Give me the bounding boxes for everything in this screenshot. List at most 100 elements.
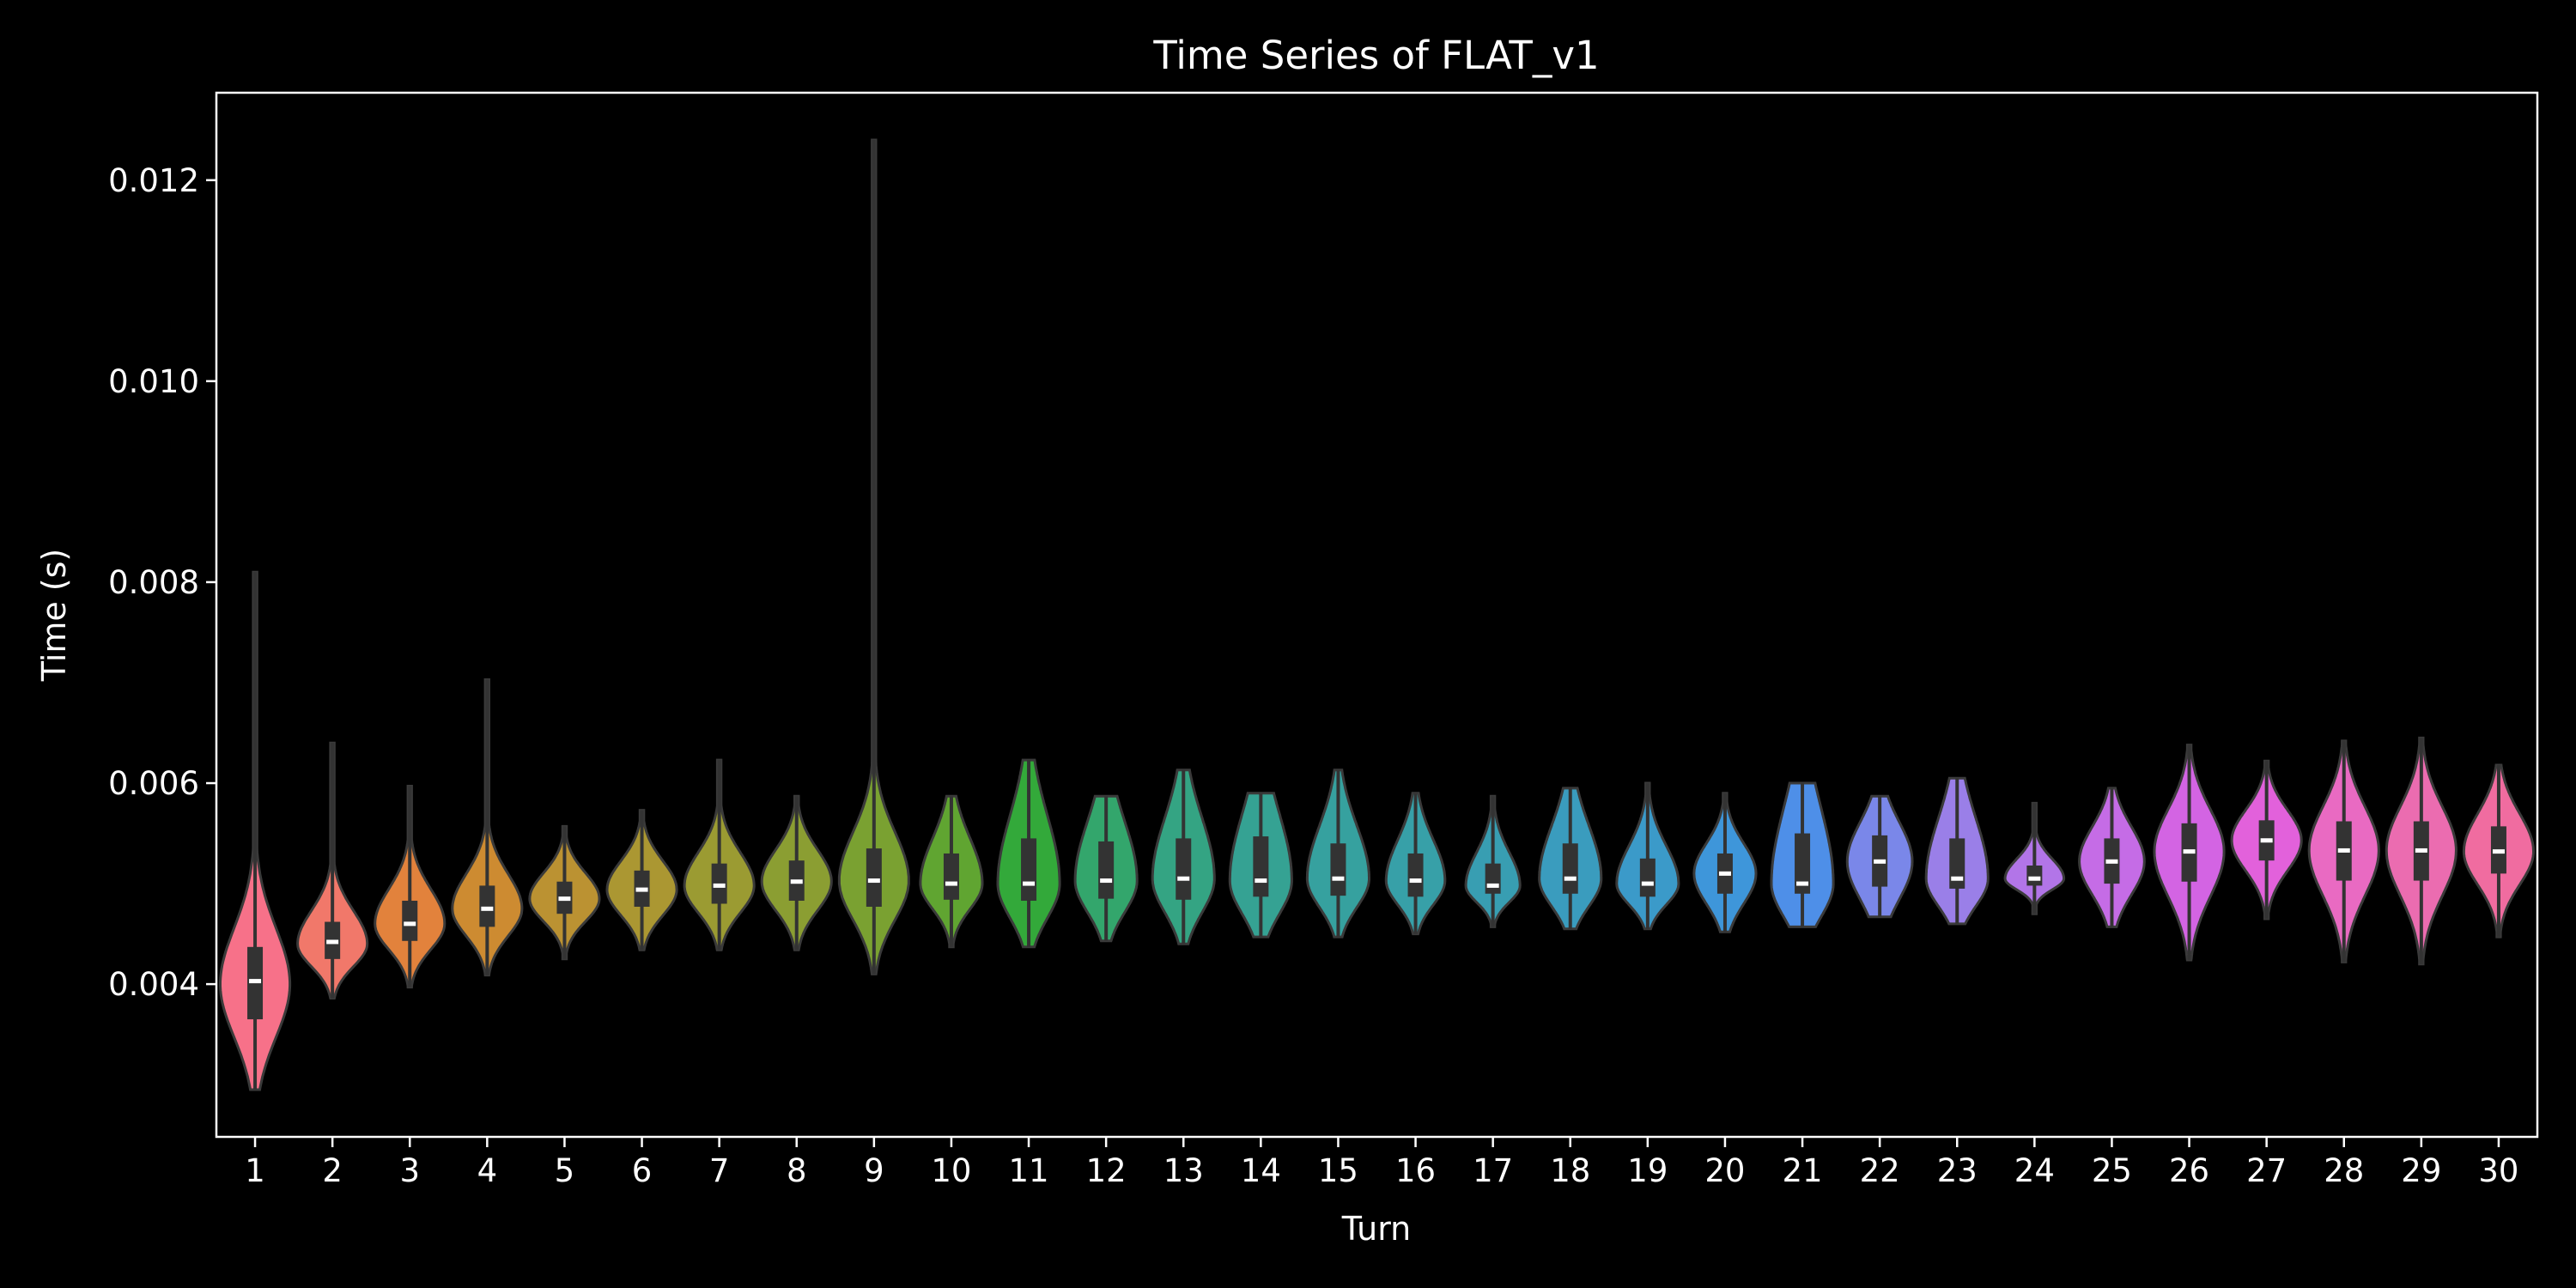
x-tick-label: 3 xyxy=(399,1152,420,1189)
violin-median xyxy=(2028,876,2041,881)
x-axis: 1 2 3 4 5 6 7 8 9 10 11 12 13 14 15 16 17 18 19 20 21 22 23 24 2… xyxy=(245,1137,2518,1189)
violin-median xyxy=(1718,871,1731,876)
violin-turn-25 xyxy=(2078,787,2146,928)
x-axis-label: Turn xyxy=(1341,1210,1412,1248)
x-tick-label: 9 xyxy=(864,1152,884,1189)
violin-turn-28 xyxy=(2307,739,2380,963)
x-tick-label: 27 xyxy=(2246,1152,2287,1189)
violin-iqr-box xyxy=(1021,838,1037,901)
violin-iqr-box xyxy=(1639,858,1656,897)
x-tick-label: 4 xyxy=(477,1152,498,1189)
x-tick-label: 26 xyxy=(2169,1152,2209,1189)
violin-turn-17 xyxy=(1464,794,1522,928)
violin-median xyxy=(867,878,880,884)
violin-turn-1 xyxy=(219,570,292,1091)
axes-frame xyxy=(215,91,2539,1139)
y-axis: 0.004 0.006 0.008 0.010 0.012 xyxy=(108,162,216,1003)
violin-median xyxy=(249,979,262,984)
x-tick-label: 6 xyxy=(632,1152,653,1189)
x-tick-label: 8 xyxy=(787,1152,807,1189)
violin-median xyxy=(1486,883,1499,888)
violin-median xyxy=(2492,849,2505,854)
violin-turn-19 xyxy=(1615,781,1680,931)
violin-iqr-box xyxy=(1176,838,1192,900)
violin-turn-24 xyxy=(2003,801,2066,915)
x-tick-label: 13 xyxy=(1163,1152,1204,1189)
violin-iqr-box xyxy=(866,848,882,907)
violin-median xyxy=(1409,878,1422,884)
x-tick-label: 7 xyxy=(709,1152,730,1189)
violin-turn-4 xyxy=(451,678,524,977)
violin-turn-11 xyxy=(996,758,1061,949)
x-tick-label: 15 xyxy=(1318,1152,1358,1189)
violin-median xyxy=(945,881,957,886)
x-tick-label: 25 xyxy=(2092,1152,2132,1189)
violin-median xyxy=(1023,881,1036,886)
violin-median xyxy=(326,939,339,945)
x-tick-label: 20 xyxy=(1704,1152,1745,1189)
violin-median xyxy=(790,879,803,884)
violin-median xyxy=(481,906,494,911)
x-tick-label: 2 xyxy=(322,1152,343,1189)
violin-turn-13 xyxy=(1151,769,1216,945)
violin-turn-23 xyxy=(1924,776,1990,926)
violin-turn-14 xyxy=(1228,792,1293,939)
violin-iqr-box xyxy=(402,900,418,941)
violin-iqr-box xyxy=(1253,836,1269,897)
y-tick-label: 0.010 xyxy=(108,363,199,400)
violin-turn-3 xyxy=(374,785,447,989)
x-tick-label: 30 xyxy=(2478,1152,2518,1189)
violin-turn-5 xyxy=(528,824,601,961)
violin-median xyxy=(635,887,648,892)
violin-iqr-box xyxy=(1098,841,1115,899)
x-tick-label: 12 xyxy=(1086,1152,1127,1189)
chart-title: Time Series of FLAT_v1 xyxy=(1152,33,1599,78)
x-tick-label: 1 xyxy=(245,1152,265,1189)
violin-median xyxy=(1951,876,1964,881)
violin-median xyxy=(1874,859,1886,864)
x-tick-label: 28 xyxy=(2324,1152,2364,1189)
violin-iqr-box xyxy=(1562,843,1578,894)
violin-turn-30 xyxy=(2462,763,2535,939)
violin-iqr-box xyxy=(1949,838,1965,889)
violin-turn-16 xyxy=(1384,792,1447,936)
violin-median xyxy=(1100,878,1113,884)
violin-turn-26 xyxy=(2153,744,2226,962)
violin-median xyxy=(713,883,726,888)
violin-median xyxy=(404,921,416,927)
violin-turn-29 xyxy=(2385,736,2458,966)
y-tick-label: 0.004 xyxy=(108,966,199,1003)
violin-turn-8 xyxy=(760,794,833,951)
violin-turn-20 xyxy=(1692,792,1758,933)
violin-iqr-box xyxy=(1407,853,1424,897)
violin-turn-22 xyxy=(1845,794,1914,919)
violin-turn-27 xyxy=(2230,759,2303,920)
violin-median xyxy=(2415,848,2427,853)
violin-turn-10 xyxy=(919,794,984,949)
x-tick-label: 21 xyxy=(1783,1152,1823,1189)
violin-iqr-box xyxy=(479,885,495,927)
x-tick-label: 16 xyxy=(1395,1152,1436,1189)
plot-area xyxy=(219,138,2535,1091)
violin-median xyxy=(1641,881,1654,886)
x-tick-label: 19 xyxy=(1627,1152,1668,1189)
violin-iqr-box xyxy=(1485,863,1501,894)
violin-iqr-box xyxy=(943,853,959,900)
violin-iqr-box xyxy=(2026,866,2043,886)
violin-iqr-box xyxy=(1330,843,1346,896)
violin-turn-12 xyxy=(1073,794,1139,943)
x-tick-label: 29 xyxy=(2401,1152,2441,1189)
violin-iqr-box xyxy=(1795,833,1811,894)
x-tick-label: 14 xyxy=(1241,1152,1281,1189)
violin-median xyxy=(1564,876,1577,881)
y-axis-label: Time (s) xyxy=(35,549,73,683)
x-tick-label: 5 xyxy=(555,1152,575,1189)
violin-median xyxy=(1332,876,1345,881)
violin-turn-6 xyxy=(605,809,678,951)
violin-median xyxy=(2183,849,2196,854)
violin-turn-2 xyxy=(296,741,369,999)
x-tick-label: 23 xyxy=(1937,1152,1978,1189)
x-tick-label: 11 xyxy=(1009,1152,1049,1189)
y-tick-label: 0.012 xyxy=(108,162,199,199)
